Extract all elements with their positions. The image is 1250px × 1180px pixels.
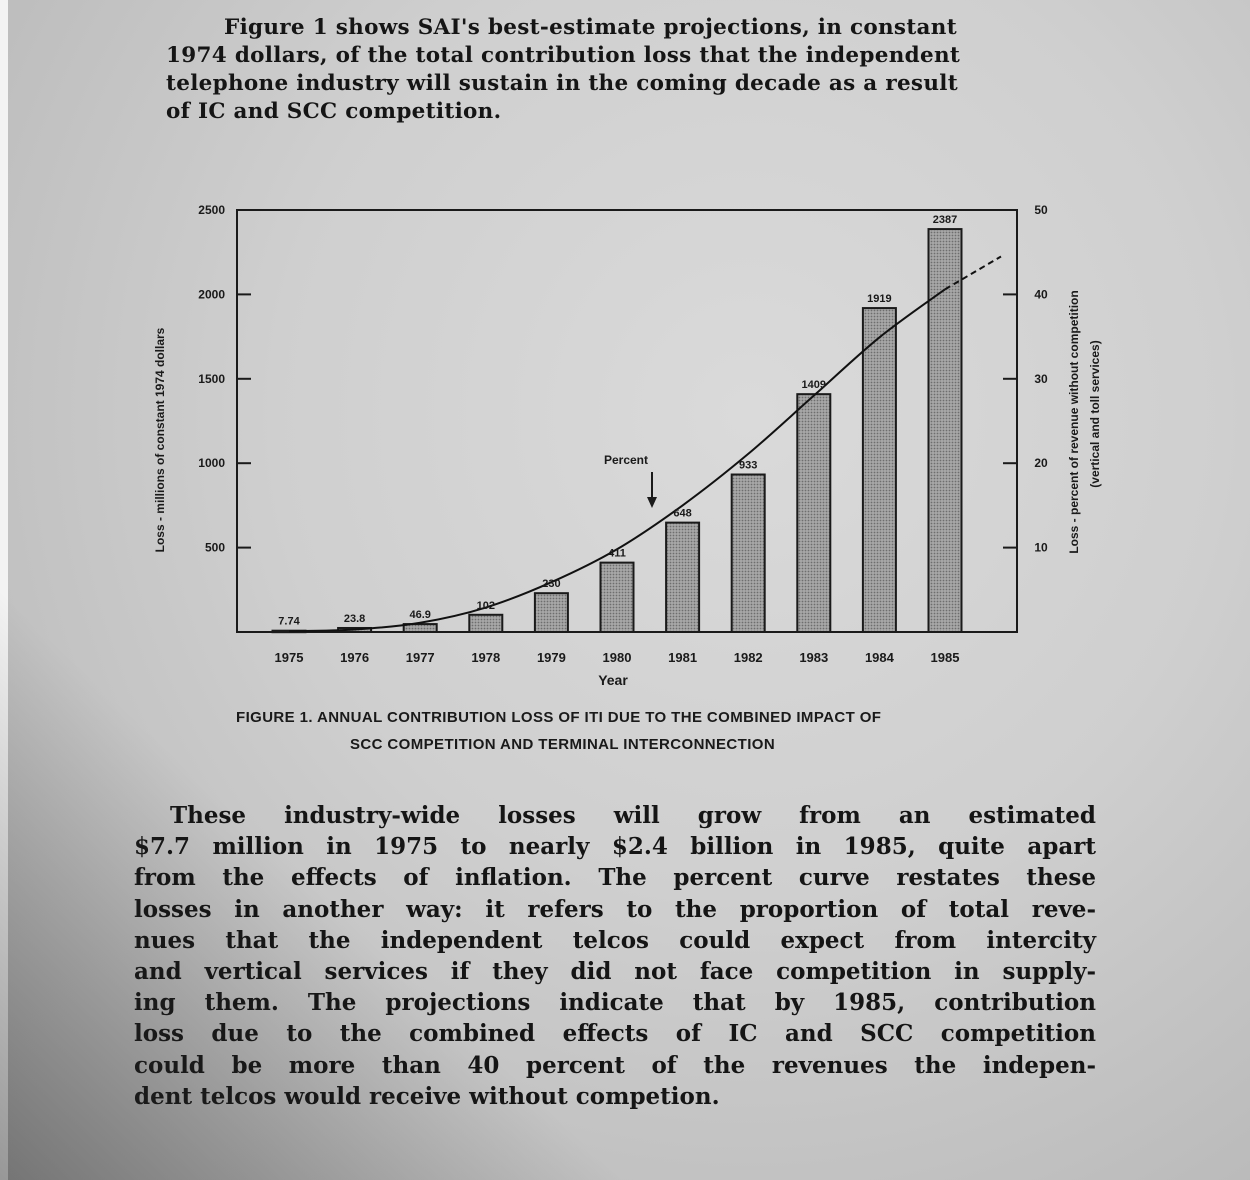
x-tick-label: 1976 — [340, 650, 369, 665]
left-axis-tick-label: 500 — [205, 541, 225, 555]
bar — [468, 613, 504, 634]
right-axis-tick-label: 10 — [1034, 541, 1048, 555]
right-axis-tick-label: 50 — [1034, 203, 1048, 217]
x-tick-label: 1983 — [799, 650, 828, 665]
percent-curve-extension — [944, 255, 1002, 291]
bar — [533, 592, 569, 634]
left-axis-tick-label: 1000 — [198, 456, 225, 470]
body-text-run: $7.7 million in 1975 to nearly $2.4 — [134, 833, 691, 861]
x-tick-label: 1982 — [734, 650, 763, 665]
right-axis-tick-label: 20 — [1034, 456, 1048, 470]
bar — [796, 393, 832, 633]
x-axis-title: Year — [598, 672, 628, 688]
right-axis-tick-label: 30 — [1034, 372, 1048, 386]
y2-axis-subtitle: (vertical and toll services) — [1088, 340, 1102, 487]
contribution-loss-chart: 500 1000 1500 2000 2500 10 20 30 40 50 7.74 1975 23… — [153, 203, 1102, 688]
body-line: nues that the independent telcos could e… — [134, 926, 1096, 954]
percent-curve-group — [288, 255, 1002, 633]
intro-line: 1974 dollars, of the total contribution … — [166, 43, 961, 68]
x-tick-label: 1975 — [275, 650, 304, 665]
chart-labels: 7.74 1975 23.8 1976 46.9 1977 102 1978 230 1979 41… — [153, 214, 1102, 688]
bar — [861, 307, 897, 633]
intro-line: of IC and SCC competition. — [166, 99, 502, 124]
bar-value-label: 7.74 — [278, 616, 300, 628]
body-line: $7.7 million in 1975 to nearly $2.4 bill… — [134, 831, 1096, 862]
bar-value-label: 230 — [542, 578, 560, 590]
bar-value-label: 46.9 — [409, 609, 430, 621]
body-line: loss due to the combined effects of IC a… — [134, 1020, 1096, 1048]
intro-line: telephone industry will sustain in the c… — [166, 71, 958, 96]
y-axis-title: Loss - millions of constant 1974 dollars — [153, 327, 167, 552]
x-tick-label: 1980 — [603, 650, 632, 665]
bar-value-label: 933 — [739, 460, 757, 472]
x-tick-label: 1981 — [668, 650, 697, 665]
body-text-run: in 1985, quite apart — [773, 833, 1096, 861]
page-edge — [0, 0, 8, 1180]
body-line: and vertical services if they did not fa… — [134, 958, 1096, 986]
percent-curve — [288, 288, 946, 633]
bar — [599, 561, 635, 634]
body-line: These industry-wide losses will grow fro… — [170, 802, 1096, 829]
bar-value-label: 411 — [608, 548, 626, 560]
bar-value-label: 1409 — [802, 379, 826, 391]
body-line: dent telcos would receive without compet… — [134, 1082, 720, 1110]
x-tick-label: 1977 — [406, 650, 435, 665]
bar-value-label: 2387 — [933, 214, 957, 226]
bar-value-label: 23.8 — [344, 613, 365, 625]
bar — [665, 521, 701, 634]
body-line: losses in another way: it refers to the … — [134, 895, 1096, 923]
caption-line-2: SCC COMPETITION AND TERMINAL INTERCONNEC… — [350, 736, 776, 753]
body-line: from the effects of inflation. The perce… — [134, 864, 1096, 892]
figure-caption: FIGURE 1. ANNUAL CONTRIBUTION LOSS OF IT… — [200, 704, 1100, 758]
body-line: could be more than 40 percent of the rev… — [134, 1051, 1096, 1079]
bar-value-label: 102 — [477, 600, 495, 612]
left-axis-tick-label: 1500 — [198, 372, 225, 386]
body-line: ing them. The projections indicate that … — [134, 989, 1096, 1017]
bar-value-label: 1919 — [867, 293, 891, 305]
left-axis-tick-label: 2000 — [198, 287, 225, 301]
intro-paragraph: Figure 1 shows SAI's best-estimate proje… — [166, 14, 1066, 126]
body-paragraph: These industry-wide losses will grow fro… — [134, 800, 1096, 1112]
x-tick-label: 1978 — [471, 650, 500, 665]
bar-value-label: 648 — [673, 508, 691, 520]
percent-curve-label: Percent — [604, 453, 648, 467]
x-tick-label: 1985 — [931, 650, 960, 665]
bar — [402, 623, 438, 633]
x-tick-label: 1979 — [537, 650, 566, 665]
x-tick-label: 1984 — [865, 650, 895, 665]
percent-arrow-head — [647, 497, 657, 508]
right-axis-tick-label: 40 — [1034, 287, 1048, 301]
bar-series — [271, 228, 963, 634]
y2-axis-title: Loss - percent of revenue without compet… — [1067, 290, 1081, 553]
left-axis-tick-label: 2500 — [198, 203, 225, 217]
body-bold-word: billion — [690, 833, 774, 861]
intro-line: Figure 1 shows SAI's best-estimate proje… — [224, 15, 957, 40]
caption-line-1: FIGURE 1. ANNUAL CONTRIBUTION LOSS OF IT… — [236, 709, 882, 726]
bar — [730, 473, 766, 634]
